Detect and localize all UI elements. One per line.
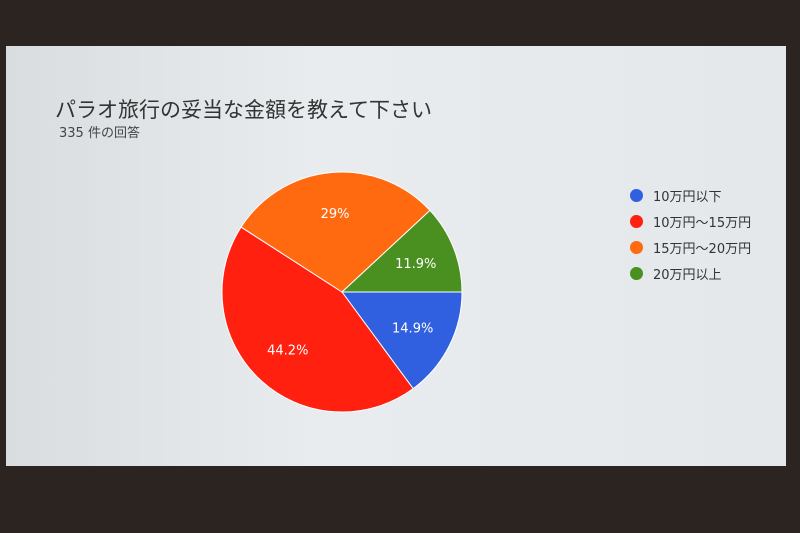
legend-swatch [630, 240, 643, 254]
pie-slice [240, 171, 431, 293]
pie-slice [340, 209, 463, 293]
slice-label: 11.9% [395, 257, 436, 272]
legend-label: 10万円～15万円 [653, 215, 752, 231]
legend-item: 20万円以上 [630, 260, 751, 286]
pie-slice [341, 291, 463, 390]
legend-item: 10万円以下 [630, 182, 751, 208]
legend-item: 10万円～15万円 [630, 208, 751, 234]
legend-label: 10万円以下 [653, 189, 722, 205]
pie-slice [221, 226, 414, 413]
legend-item: 15万円～20万円 [630, 234, 751, 260]
response-count: 335 件の回答 [59, 126, 140, 141]
legend-swatch [630, 266, 643, 280]
legend-swatch [630, 214, 643, 228]
legend: 10万円以下 10万円～15万円 15万円～20万円 20万円以上 [630, 182, 751, 286]
slice-label: 14.9% [392, 322, 433, 337]
slice-label: 29% [321, 207, 350, 222]
legend-label: 20万円以上 [653, 267, 722, 283]
legend-swatch [630, 188, 643, 202]
legend-label: 15万円～20万円 [653, 241, 752, 257]
chart-title: パラオ旅行の妥当な金額を教えて下さい [55, 98, 432, 122]
slice-label: 44.2% [267, 344, 308, 359]
